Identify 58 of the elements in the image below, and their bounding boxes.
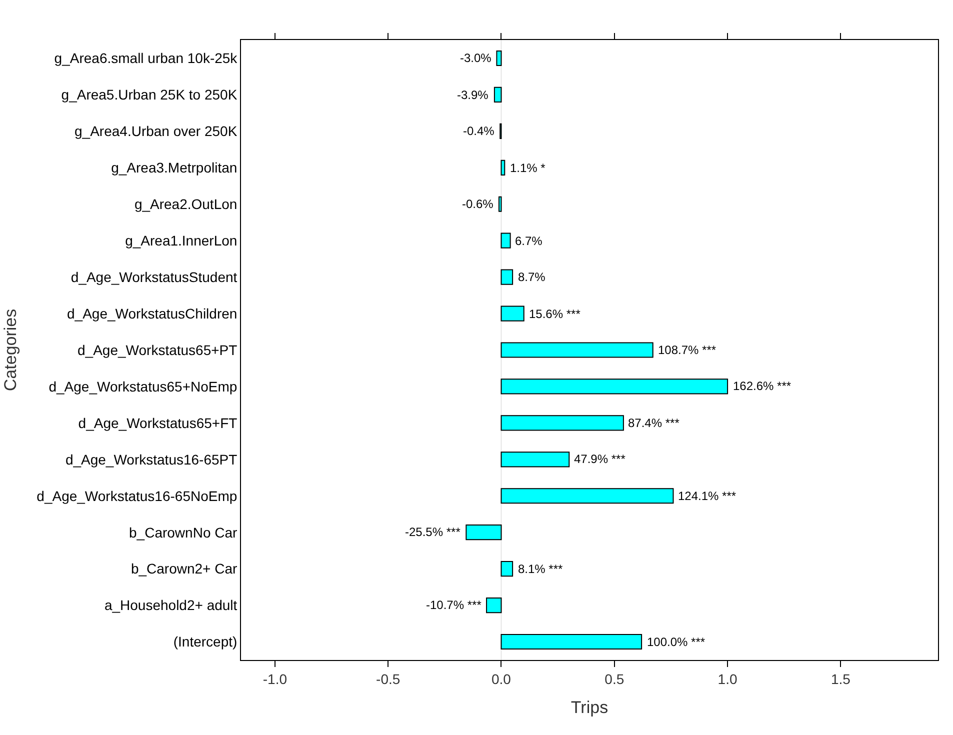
annotation: 108.7% *** [658, 343, 716, 357]
x-tick-label: -0.5 [376, 670, 400, 687]
y-tick-label: (Intercept) [173, 634, 238, 650]
y-axis-title: Categories [1, 308, 20, 392]
bar [500, 378, 728, 394]
y-tick-label: g_Area2.OutLon [134, 196, 238, 212]
bar [498, 196, 502, 212]
y-tick-label: g_Area4.Urban over 250K [74, 123, 238, 140]
y-tick-label: g_Area1.InnerLon [125, 232, 238, 248]
annotation: 162.6% *** [733, 379, 792, 393]
y-tick-label: g_Area6.small urban 10k-25k [54, 50, 238, 66]
bar [500, 634, 642, 650]
bar [500, 160, 506, 176]
y-tick-label: g_Area3.Metrpolitan [111, 160, 238, 176]
bar [496, 50, 502, 66]
y-tick-label: d_Age_Workstatus16-65NoEmp [36, 488, 238, 504]
y-tick-label: a_Household2+ adult [104, 597, 238, 614]
bar [500, 232, 511, 248]
x-tick-label: 0.0 [492, 670, 512, 687]
annotation: 100.0% *** [647, 635, 706, 649]
annotation: 47.9% *** [574, 452, 626, 466]
x-tick-label: -1.0 [262, 670, 288, 687]
y-tick-label: d_Age_Workstatus65+FT [78, 414, 238, 431]
annotation: 124.1% *** [678, 489, 736, 503]
annotation: -10.7% *** [426, 598, 482, 612]
annotation: 8.1% *** [518, 562, 564, 576]
x-tick-label: 1.5 [830, 670, 851, 687]
y-tick-label: d_Age_Workstatus65+NoEmp [48, 378, 238, 394]
annotation: -25.5% *** [405, 525, 461, 539]
annotation: 1.1% * [510, 161, 546, 175]
bar [500, 306, 524, 322]
bar [500, 488, 674, 504]
annotation: 8.7% [518, 270, 546, 284]
annotation: -0.4% [463, 124, 495, 138]
bar [500, 342, 654, 358]
y-tick-label: b_Carown2+ Car [130, 560, 238, 577]
annotation: -3.9% [457, 88, 489, 102]
y-tick-label: g_Area5.Urban 25K to 250K [61, 86, 238, 103]
annotation: 87.4% *** [628, 416, 680, 430]
y-tick-label: b_CarownNo Car [129, 524, 238, 540]
annotation: -0.6% [462, 197, 494, 211]
bar [486, 598, 502, 614]
y-tick-label: d_Age_WorkstatusStudent [70, 268, 238, 285]
bar [494, 86, 502, 102]
bar [500, 415, 624, 431]
bar [466, 524, 502, 540]
y-tick-label: d_Age_Workstatus65+PT [78, 342, 238, 358]
annotation: 6.7% [515, 234, 543, 248]
x-tick-label: 0.5 [604, 670, 624, 687]
x-axis-title: Trips [570, 698, 608, 718]
annotation: -3.0% [460, 51, 492, 65]
bar [500, 561, 514, 577]
bar [500, 269, 514, 285]
x-tick-label: 1.0 [718, 670, 738, 687]
annotation: 15.6% *** [529, 307, 581, 321]
y-tick-label: d_Age_Workstatus16-65PT [65, 451, 238, 468]
bar [500, 452, 570, 468]
y-tick-label: d_Age_WorkstatusChildren [67, 305, 238, 322]
